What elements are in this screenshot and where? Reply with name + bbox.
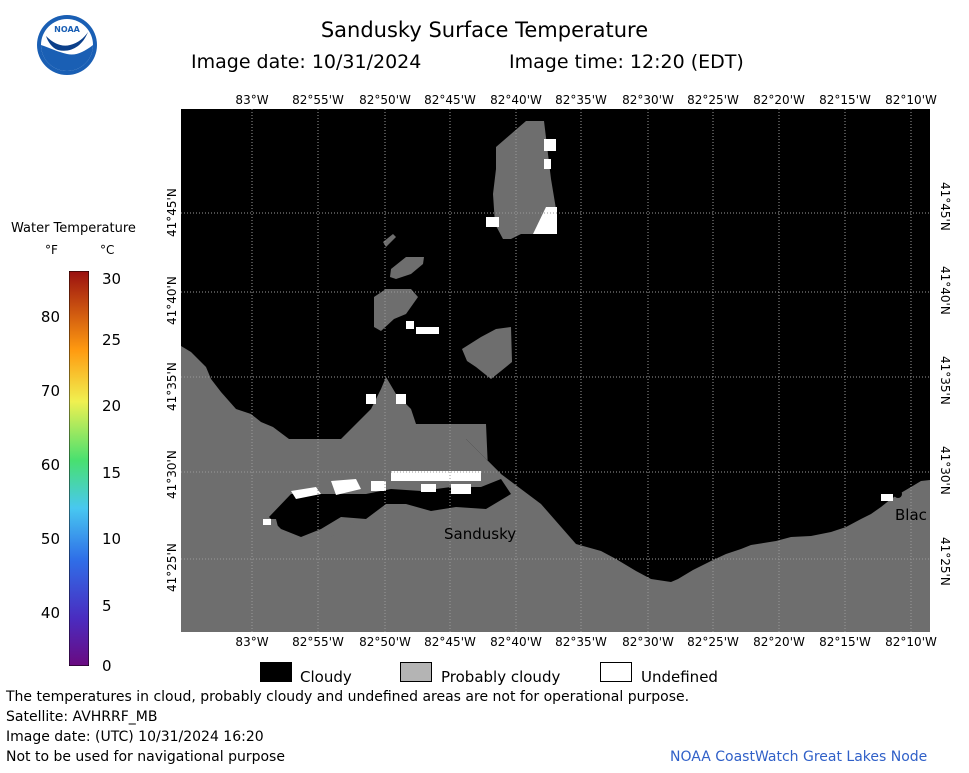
c-tick: 25	[102, 331, 122, 349]
lon-label-top: 82°40'W	[490, 93, 542, 107]
temperature-colorbar	[65, 270, 90, 667]
lat-label-left: 41°35'N	[165, 362, 179, 411]
lon-label-bottom: 82°20'W	[753, 635, 805, 649]
c-tick: 10	[102, 530, 122, 548]
logo-text: NOAA	[54, 25, 80, 34]
noaa-logo-icon: NOAA	[36, 14, 98, 76]
image-date: Image date: 10/31/2024	[191, 51, 422, 73]
lon-label-top: 82°55'W	[292, 93, 344, 107]
place-label-sandusky: Sandusky	[444, 525, 517, 543]
lat-label-right: 41°25'N	[938, 537, 952, 586]
c-tick: 0	[102, 657, 112, 675]
lon-label-top: 82°45'W	[424, 93, 476, 107]
lon-label-top: 82°25'W	[687, 93, 739, 107]
lon-label-bottom: 82°55'W	[292, 635, 344, 649]
lon-label-top: 82°10'W	[885, 93, 937, 107]
lat-label-left: 41°45'N	[165, 188, 179, 237]
lon-label-bottom: 82°10'W	[885, 635, 937, 649]
navigation-warning: Not to be used for navigational purpose	[6, 749, 285, 765]
lon-label-bottom: 82°30'W	[622, 635, 674, 649]
lon-label-bottom: 82°40'W	[490, 635, 542, 649]
lon-label-bottom: 83°W	[235, 635, 269, 649]
satellite: Satellite: AVHRRF_MB	[6, 709, 158, 725]
island-small-1	[374, 289, 418, 331]
disclaimer: The temperatures in cloud, probably clou…	[6, 689, 690, 705]
graticule	[181, 109, 930, 632]
mainland	[181, 346, 930, 632]
lat-label-right: 41°35'N	[938, 356, 952, 405]
lat-label-right: 41°40'N	[938, 266, 952, 315]
lon-label-bottom: 82°45'W	[424, 635, 476, 649]
island-pelee	[493, 121, 556, 239]
c-tick: 30	[102, 270, 122, 288]
lat-label-left: 41°40'N	[165, 276, 179, 325]
island-small-2	[390, 257, 424, 279]
f-tick: 80	[40, 308, 60, 326]
f-tick: 60	[40, 456, 60, 474]
lat-label-right: 41°30'N	[938, 446, 952, 495]
lon-label-top: 82°30'W	[622, 93, 674, 107]
lon-label-bottom: 82°35'W	[555, 635, 607, 649]
map-title: Sandusky Surface Temperature	[320, 18, 649, 42]
lon-label-bottom: 82°50'W	[359, 635, 411, 649]
probably-cloudy-label: Probably cloudy	[441, 668, 561, 686]
probably-cloudy-swatch	[400, 662, 432, 682]
c-tick: 15	[102, 464, 122, 482]
credit-link[interactable]: NOAA CoastWatch Great Lakes Node	[670, 749, 928, 765]
cloudy-swatch	[260, 662, 292, 682]
unit-celsius: °C	[100, 243, 115, 257]
cloudy-label: Cloudy	[300, 668, 352, 686]
lat-label-left: 41°25'N	[165, 543, 179, 592]
map-image: Sandusky Blac	[181, 109, 930, 632]
undefined-label: Undefined	[641, 668, 718, 686]
island-kelleys	[462, 327, 512, 379]
lon-label-top: 82°50'W	[359, 93, 411, 107]
f-tick: 40	[40, 604, 60, 622]
lon-label-bottom: 82°15'W	[819, 635, 871, 649]
lon-label-top: 82°20'W	[753, 93, 805, 107]
c-tick: 20	[102, 397, 122, 415]
lat-label-right: 41°45'N	[938, 182, 952, 231]
utc-date: Image date: (UTC) 10/31/2024 16:20	[6, 729, 264, 745]
lat-label-left: 41°30'N	[165, 450, 179, 499]
lon-label-top: 82°15'W	[819, 93, 871, 107]
place-label-black-river: Blac	[895, 506, 927, 524]
lon-label-bottom: 82°25'W	[687, 635, 739, 649]
lon-label-top: 83°W	[235, 93, 269, 107]
image-time: Image time: 12:20 (EDT)	[509, 51, 744, 73]
f-tick: 50	[40, 530, 60, 548]
f-tick: 70	[40, 382, 60, 400]
c-tick: 5	[102, 597, 112, 615]
undefined-swatch	[600, 662, 632, 682]
island-small-3	[383, 234, 396, 247]
unit-fahrenheit: °F	[45, 243, 58, 257]
lon-label-top: 82°35'W	[555, 93, 607, 107]
legend-title: Water Temperature	[11, 221, 136, 236]
